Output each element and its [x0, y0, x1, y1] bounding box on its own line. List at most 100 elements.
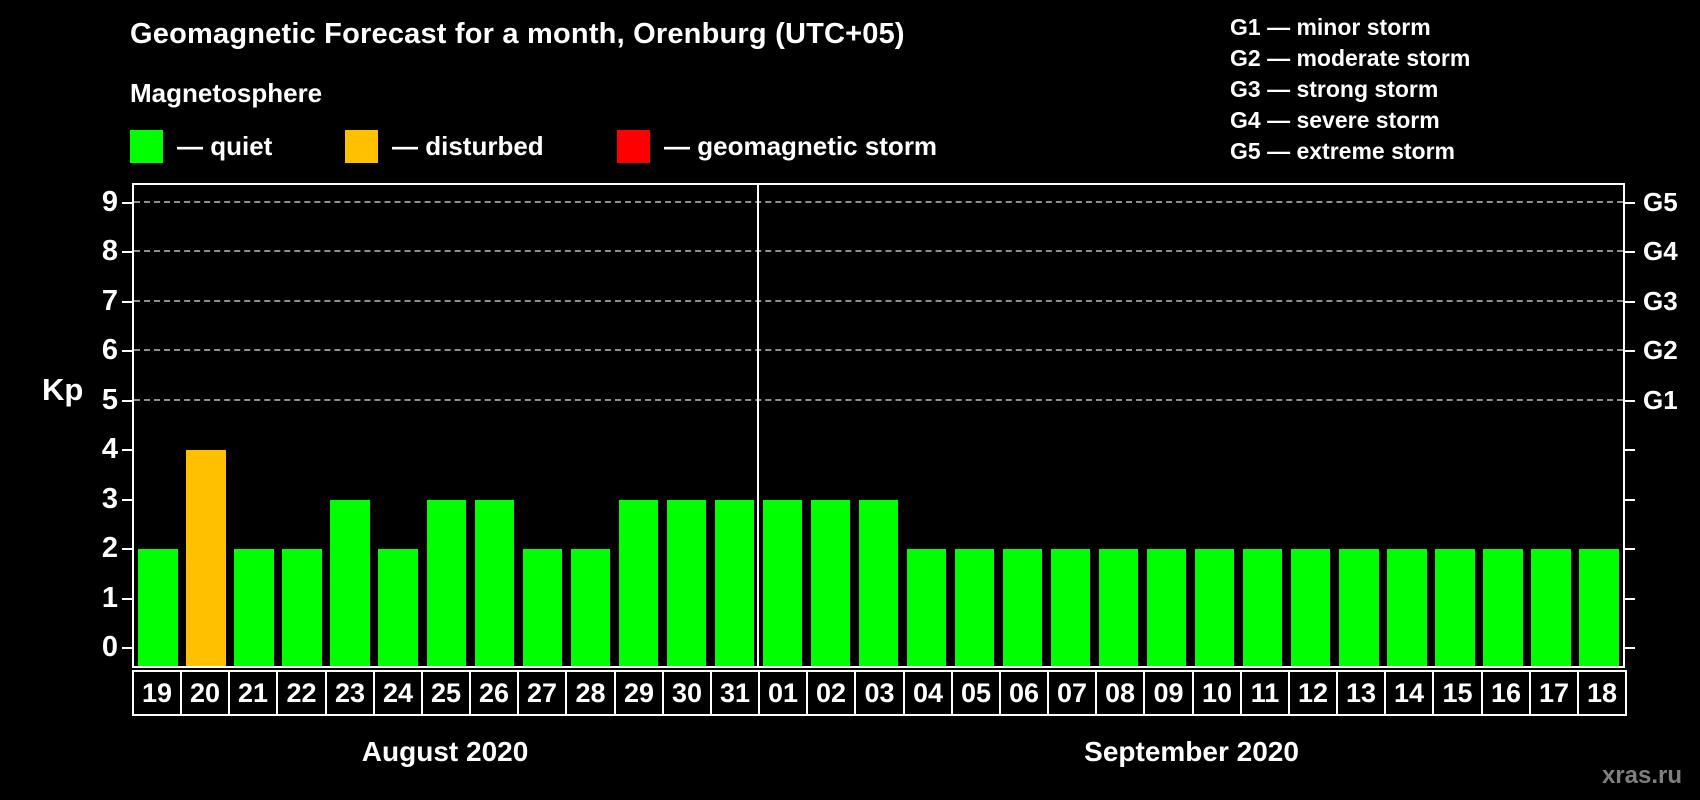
month-label-september: September 2020	[1084, 736, 1299, 767]
plot-area: G1 G2 G3 G4 G5 0 1 2 3 4 5 6 7 8 9	[102, 183, 1678, 668]
y-tick-label-0: 0	[101, 631, 118, 663]
date-label-aug-25: 25	[421, 670, 471, 716]
kp-bar-sep-18	[1579, 549, 1619, 666]
storm-scale-item-g4: G4 — severe storm	[1230, 107, 1440, 133]
kp-bar-aug-29	[618, 499, 659, 666]
kp-bar-aug-19	[138, 549, 178, 666]
y-tick-left-0	[122, 647, 132, 649]
date-label-aug-22: 22	[276, 670, 327, 716]
y-tick-right-1	[1625, 597, 1635, 600]
kp-bar-sep-10	[1195, 549, 1235, 666]
kp-bar-aug-31	[714, 499, 755, 666]
y-tick-label-9: 9	[101, 185, 118, 218]
y-tick-right-2	[1625, 548, 1635, 550]
kp-bar-aug-22	[282, 549, 322, 666]
y-tick-left-9	[122, 201, 132, 204]
date-label-sep-18: 18	[1577, 670, 1627, 716]
kp-bar-sep-03	[858, 499, 899, 666]
kp-bar-aug-24	[378, 549, 418, 666]
legend-item-quiet: — quiet	[130, 130, 272, 163]
legend-swatch-disturbed-icon	[345, 130, 378, 163]
y-tick-right-4	[1625, 449, 1635, 451]
watermark: xras.ru	[1601, 762, 1682, 789]
gridline-kp6	[134, 349, 1623, 351]
date-label-sep-09: 09	[1143, 670, 1194, 716]
y-tick-label-7: 7	[101, 284, 118, 317]
kp-bar-aug-21	[234, 549, 274, 666]
right-axis-label-g3: G3	[1643, 285, 1678, 316]
date-label-sep-12: 12	[1288, 670, 1338, 716]
y-tick-label-4: 4	[101, 433, 118, 465]
date-label-sep-02: 02	[806, 670, 856, 716]
storm-scale-item-g2: G2 — moderate storm	[1230, 45, 1471, 71]
date-label-sep-15: 15	[1432, 670, 1483, 716]
y-tick-right-9	[1625, 201, 1635, 204]
kp-bar-sep-12	[1291, 549, 1331, 666]
date-label-sep-11: 11	[1240, 670, 1290, 716]
kp-bar-sep-13	[1339, 549, 1379, 666]
y-tick-right-7	[1625, 300, 1635, 303]
kp-bar-aug-23	[330, 499, 370, 666]
kp-bar-aug-26	[474, 499, 514, 666]
date-label-sep-16: 16	[1481, 670, 1531, 716]
month-separator-line	[757, 185, 760, 666]
status-legend: — quiet — disturbed — geomagnetic storm	[0, 130, 1700, 170]
kp-bar-sep-06	[1002, 549, 1043, 666]
date-label-sep-08: 08	[1095, 670, 1145, 716]
kp-bar-aug-30	[666, 499, 707, 666]
y-tick-label-8: 8	[101, 235, 118, 267]
date-label-sep-06: 06	[999, 670, 1049, 716]
right-axis-label-g5: G5	[1643, 186, 1678, 217]
storm-scale-item-g5: G5 — extreme storm	[1230, 138, 1455, 164]
gridline-kp5	[134, 398, 1623, 401]
kp-bar-sep-07	[1050, 549, 1091, 666]
y-tick-right-0	[1625, 647, 1635, 649]
storm-scale-legend: G1 — minor storm G2 — moderate storm G3 — …	[1230, 12, 1470, 167]
y-tick-left-3	[122, 498, 132, 501]
kp-bar-sep-05	[954, 549, 995, 666]
y-tick-label-1: 1	[101, 581, 118, 614]
y-tick-label-3: 3	[101, 482, 118, 515]
y-tick-left-8	[122, 251, 132, 253]
y-tick-left-6	[122, 350, 132, 352]
month-labels-row: August 2020 September 2020	[132, 736, 1625, 772]
kp-bar-sep-02	[810, 499, 851, 666]
legend-item-disturbed: — disturbed	[345, 130, 544, 163]
date-label-sep-17: 17	[1529, 670, 1579, 716]
legend-swatch-storm-icon	[617, 130, 650, 163]
y-axis-label: Kp	[42, 372, 84, 407]
gridline-kp9	[134, 200, 1623, 203]
date-label-sep-07: 07	[1047, 670, 1097, 716]
date-label-sep-01: 01	[758, 670, 808, 716]
date-label-aug-31: 31	[710, 670, 760, 716]
y-tick-right-5	[1625, 399, 1635, 402]
date-label-aug-26: 26	[469, 670, 519, 716]
kp-bar-sep-14	[1387, 549, 1427, 666]
y-tick-left-7	[122, 300, 132, 303]
kp-bar-sep-16	[1483, 549, 1523, 666]
y-tick-label-2: 2	[101, 532, 118, 564]
gridline-kp8	[134, 250, 1623, 252]
storm-scale-item-g1: G1 — minor storm	[1230, 14, 1431, 40]
date-label-aug-21: 21	[228, 670, 278, 716]
y-tick-right-8	[1625, 251, 1635, 253]
date-label-aug-23: 23	[325, 670, 375, 716]
date-label-aug-30: 30	[662, 670, 712, 716]
right-axis-label-g1: G1	[1643, 384, 1678, 415]
kp-bar-sep-17	[1531, 549, 1571, 666]
magnetosphere-label: Magnetosphere	[130, 78, 323, 108]
right-axis-label-g2: G2	[1643, 335, 1678, 365]
date-label-sep-14: 14	[1384, 670, 1434, 716]
kp-bar-aug-27	[522, 549, 562, 666]
date-label-aug-27: 27	[517, 670, 567, 716]
kp-bar-sep-11	[1243, 549, 1283, 666]
kp-bar-aug-20	[186, 450, 226, 666]
gridline-kp7	[134, 299, 1623, 302]
y-tick-right-6	[1625, 350, 1635, 352]
storm-scale-item-g3: G3 — strong storm	[1230, 76, 1439, 102]
legend-swatch-quiet-icon	[130, 130, 163, 163]
date-label-aug-20: 20	[180, 670, 230, 716]
kp-bar-sep-08	[1098, 549, 1139, 666]
x-axis-date-row: 19 20 21 22 23 24 25 26 27 28 29 30 31 01 02 03 04 05 06 07…	[132, 670, 1627, 716]
date-label-sep-04: 04	[903, 670, 953, 716]
